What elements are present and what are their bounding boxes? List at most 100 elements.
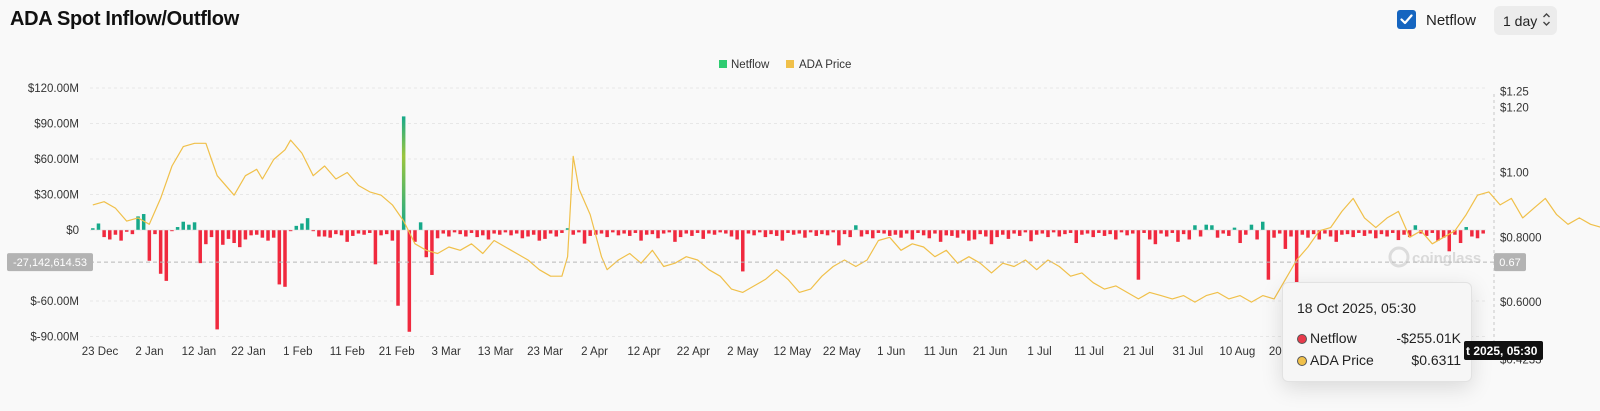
- netflow-bar: [791, 230, 796, 235]
- netflow-bar: [1227, 230, 1231, 236]
- netflow-bar: [588, 230, 592, 236]
- netflow-bar: [526, 230, 530, 237]
- tooltip-row-netflow: Netflow -$255.01K: [1297, 330, 1461, 348]
- netflow-bar: [1131, 230, 1135, 234]
- netflow-bar: [921, 230, 926, 236]
- netflow-bar: [1085, 230, 1090, 234]
- netflow-bar: [1328, 230, 1333, 237]
- netflow-bar: [780, 230, 785, 241]
- netflow-bar: [1170, 230, 1175, 233]
- netflow-bar: [842, 230, 847, 235]
- x-axis-tick-label: 21 Feb: [379, 346, 415, 358]
- netflow-bar: [820, 230, 824, 235]
- netflow-bar: [741, 230, 745, 272]
- netflow-dot-icon: [1297, 334, 1307, 344]
- netflow-bar: [1266, 230, 1271, 280]
- netflow-bar: [384, 230, 389, 235]
- netflow-bar: [1481, 230, 1485, 234]
- netflow-bar: [351, 230, 355, 236]
- netflow-bar: [514, 230, 519, 234]
- chevron-updown-icon: [1543, 13, 1550, 26]
- y-axis-tick-label: $0: [66, 225, 79, 237]
- netflow-bar: [893, 230, 898, 235]
- netflow-bar: [1261, 221, 1265, 230]
- netflow-bar: [1289, 230, 1293, 237]
- netflow-bar: [1402, 230, 1406, 235]
- netflow-bar: [1176, 230, 1180, 242]
- right-axis-tick-label: $0.8000: [1500, 232, 1542, 244]
- netflow-bar: [452, 230, 457, 233]
- netflow-bar: [181, 221, 185, 230]
- netflow-bar: [927, 230, 932, 239]
- netflow-bar: [989, 230, 994, 245]
- x-axis-tick-label: 11 Feb: [330, 346, 365, 358]
- netflow-bar: [955, 230, 960, 238]
- netflow-bar: [520, 230, 525, 239]
- netflow-bar: [1091, 230, 1095, 238]
- netflow-bar: [435, 230, 440, 239]
- netflow-bar: [577, 230, 581, 233]
- netflow-bar: [390, 230, 395, 241]
- netflow-bar: [91, 228, 95, 230]
- netflow-bar: [690, 230, 694, 236]
- netflow-bar: [396, 230, 400, 306]
- netflow-bar: [571, 230, 575, 235]
- interval-select[interactable]: 1 day: [1494, 6, 1557, 35]
- netflow-bar: [950, 230, 954, 236]
- watermark-logo-icon: [1388, 246, 1410, 268]
- netflow-bar: [447, 230, 451, 237]
- netflow-bar: [837, 230, 841, 246]
- netflow-bar: [712, 230, 717, 235]
- netflow-bar: [644, 230, 649, 235]
- right-axis-tick-label: $1.25: [1500, 87, 1529, 99]
- netflow-bar: [628, 230, 632, 236]
- netflow-bar: [136, 216, 140, 230]
- netflow-bar: [498, 230, 502, 235]
- x-axis-tick-label: 12 May: [773, 346, 811, 358]
- netflow-bar: [1210, 225, 1214, 230]
- x-axis-tick-label: 1 Jul: [1027, 346, 1051, 358]
- netflow-bar: [1244, 230, 1248, 235]
- netflow-bar: [848, 230, 852, 238]
- netflow-bar: [531, 230, 536, 235]
- netflow-bar: [300, 223, 304, 230]
- netflow-bar: [1458, 230, 1463, 244]
- x-axis-tick-label: 22 Apr: [677, 346, 710, 358]
- netflow-bar: [1012, 230, 1016, 234]
- netflow-bar: [198, 230, 202, 264]
- netflow-bar: [503, 230, 508, 233]
- netflow-bar: [752, 230, 756, 236]
- y-axis-tick-label: $60.00M: [34, 154, 79, 166]
- netflow-bar: [825, 230, 830, 236]
- netflow-bar: [1063, 230, 1067, 235]
- netflow-bar: [1068, 230, 1073, 233]
- netflow-bar: [769, 230, 773, 235]
- netflow-bar: [972, 230, 977, 240]
- netflow-bar: [1159, 230, 1163, 234]
- netflow-bar: [368, 230, 372, 233]
- legend-price-swatch: [786, 60, 794, 68]
- netflow-toggle-label[interactable]: Netflow: [1426, 12, 1477, 29]
- netflow-bar: [283, 230, 287, 287]
- netflow-bar: [1334, 230, 1338, 242]
- netflow-bar: [582, 230, 587, 244]
- interval-select-value: 1 day: [1503, 12, 1538, 29]
- netflow-bar: [311, 230, 315, 232]
- netflow-bar: [1136, 230, 1141, 280]
- netflow-bar: [1034, 230, 1039, 235]
- netflow-bar: [1424, 230, 1429, 236]
- netflow-bar: [1294, 230, 1299, 283]
- netflow-bar: [486, 230, 491, 240]
- netflow-bar: [876, 230, 881, 233]
- netflow-bar: [1407, 230, 1412, 238]
- netflow-bar: [1272, 230, 1276, 238]
- netflow-bar: [1447, 230, 1452, 252]
- netflow-bar: [108, 230, 112, 240]
- netflow-bar: [1340, 230, 1344, 235]
- tooltip-series-value: $0.6311: [1411, 352, 1461, 368]
- netflow-bar: [407, 230, 412, 332]
- netflow-bar: [548, 230, 553, 234]
- crosshair-left-badge: [7, 253, 93, 272]
- netflow-bar: [904, 230, 909, 234]
- netflow-checkbox[interactable]: [1397, 10, 1416, 29]
